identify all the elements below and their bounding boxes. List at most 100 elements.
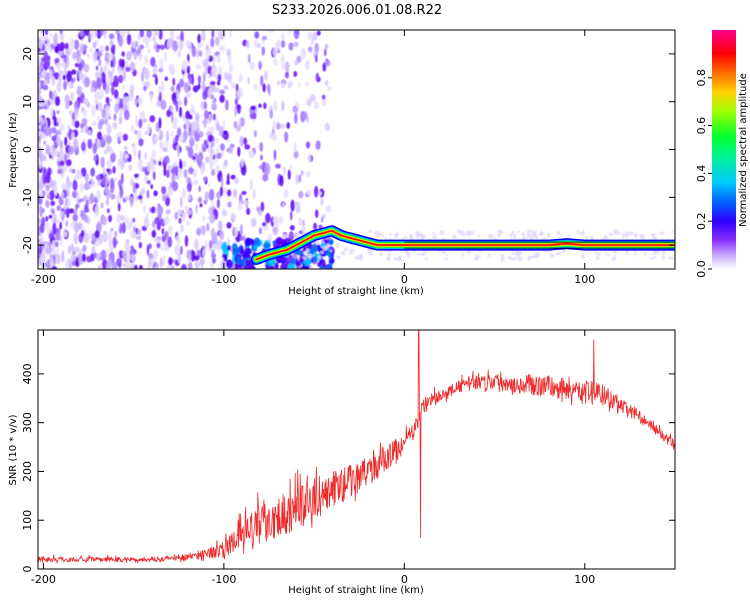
spectrogram-noise-cell (621, 233, 625, 239)
spectrogram-noise-cell (187, 261, 193, 269)
spectrogram-noise-cell (166, 40, 172, 50)
spectrogram-noise-cell (128, 163, 132, 172)
spectrogram-noise-cell (126, 33, 132, 46)
spectrogram-noise-cell (243, 137, 248, 146)
spectrogram-noise-cell (68, 140, 71, 146)
spectrogram-noise-cell (289, 224, 295, 231)
spectrogram-noise-cell (63, 204, 68, 210)
spectrogram-noise-cell (38, 73, 44, 78)
spectrogram-noise-cell (197, 155, 203, 168)
spectrogram-noise-cell (260, 154, 263, 161)
spectrogram-noise-cell (194, 239, 199, 250)
spectrogram-noise-cell (103, 30, 107, 39)
spectrogram-x-axis-title: Height of straight line (km) (288, 286, 424, 297)
spectrogram-noise-cell (241, 190, 247, 195)
spectrogram-noise-cell (120, 160, 125, 166)
spectrogram-noise-cell (208, 113, 212, 124)
spectrogram-noise-cell (137, 96, 144, 105)
spectrogram-noise-cell (97, 89, 104, 100)
spectrogram-noise-cell (555, 253, 560, 256)
spectrogram-noise-cell (244, 258, 250, 267)
spectrogram-noise-cell (206, 65, 213, 75)
spectrogram-noise-cell (240, 249, 246, 257)
spectrogram-noise-cell (191, 45, 197, 58)
spectrogram-noise-cell (248, 149, 255, 159)
spectrogram-noise-cell (96, 131, 102, 140)
spectrogram-noise-cell (38, 130, 41, 137)
colorbar-tick-label: 0.8 (695, 69, 708, 87)
spectrogram-noise-cell (280, 255, 285, 264)
spectrogram-noise-cell (38, 97, 43, 104)
spectrogram-noise-cell (45, 184, 50, 192)
spectrogram-noise-cell (75, 204, 78, 212)
spectrogram-noise-cell (226, 48, 232, 57)
spectrogram-noise-cell (139, 44, 145, 50)
spectrogram-noise-cell (199, 203, 203, 208)
spectrogram-noise-cell (83, 43, 87, 50)
spectrogram-noise-cell (170, 111, 174, 124)
spectrogram-noise-cell (459, 230, 465, 235)
spectrogram-noise-cell (206, 222, 210, 232)
spectrogram-noise-cell (95, 189, 102, 201)
spectrogram-noise-cell (73, 39, 80, 50)
spectrogram-noise-cell (109, 39, 114, 47)
spectrogram-noise-cell (177, 168, 183, 178)
spectrogram-noise-cell (174, 164, 179, 177)
spectrogram-noise-cell (139, 264, 143, 269)
spectrogram-noise-cell (166, 169, 170, 179)
spectrogram-noise-cell (130, 124, 135, 132)
spectrogram-noise-cell (44, 262, 48, 268)
spectrogram-noise-cell (298, 217, 303, 226)
spectrogram-noise-cell (260, 75, 264, 87)
spectrogram-noise-cell (149, 92, 153, 103)
spectrogram-noise-cell (425, 257, 429, 261)
spectrogram-noise-cell (511, 230, 515, 235)
spectrogram-noise-cell (88, 257, 92, 263)
spectrogram-noise-cell (215, 36, 220, 47)
spectrogram-noise-cell (162, 255, 166, 267)
spectrogram-noise-cell (229, 63, 234, 73)
spectrogram-noise-cell (290, 199, 295, 212)
spectrogram-noise-cell (274, 262, 279, 269)
spectrogram-noise-cell (234, 247, 241, 254)
spectrogram-noise-cell (54, 96, 61, 107)
spectrogram-noise-cell (144, 68, 150, 81)
spectrogram-noise-cell (369, 251, 373, 256)
spectrogram-noise-cell (96, 50, 103, 57)
spectrogram-noise-cell (186, 209, 192, 216)
spectrogram-noise-cell (185, 118, 191, 130)
spectrogram-noise-cell (102, 258, 108, 269)
spectrogram-noise-cell (256, 206, 260, 212)
spectrogram-y-tick-label: 0 (21, 146, 34, 153)
spectrogram-noise-cell (287, 262, 295, 269)
spectrogram-noise-cell (89, 192, 95, 205)
spectrogram-noise-cell (100, 202, 104, 209)
spectrogram-noise-cell (197, 75, 202, 84)
spectrogram-noise-cell (644, 251, 647, 256)
spectrogram-noise-cell (314, 209, 319, 219)
spectrogram-noise-cell (210, 141, 215, 148)
spectrogram-noise-cell (497, 229, 502, 235)
spectrogram-noise-cell (51, 135, 57, 142)
spectrogram-noise-cell (216, 80, 221, 86)
spectrogram-noise-cell (64, 64, 68, 70)
spectrogram-noise-cell (234, 105, 237, 118)
spectrogram-noise-cell (42, 167, 47, 179)
spectrogram-noise-cell (53, 116, 57, 127)
spectrogram-noise-cell (638, 234, 645, 237)
spectrogram-noise-cell (262, 173, 269, 182)
spectrogram-noise-cell (46, 258, 51, 269)
spectrogram-noise-cell (133, 51, 138, 61)
spectrogram-noise-cell (95, 65, 99, 71)
spectrogram-noise-cell (549, 253, 554, 258)
spectrogram-noise-cell (54, 185, 58, 196)
spectrogram-noise-cell (301, 230, 306, 235)
spectrogram-noise-cell (220, 176, 224, 187)
spectrogram-noise-cell (137, 195, 143, 200)
spectrogram-noise-cell (156, 236, 162, 241)
spectrogram-noise-cell (340, 251, 346, 256)
spectrogram-noise-cell (219, 45, 226, 52)
spectrogram-noise-cell (134, 129, 138, 135)
spectrogram-noise-cell (65, 207, 70, 219)
spectrogram-noise-cell (146, 161, 151, 172)
